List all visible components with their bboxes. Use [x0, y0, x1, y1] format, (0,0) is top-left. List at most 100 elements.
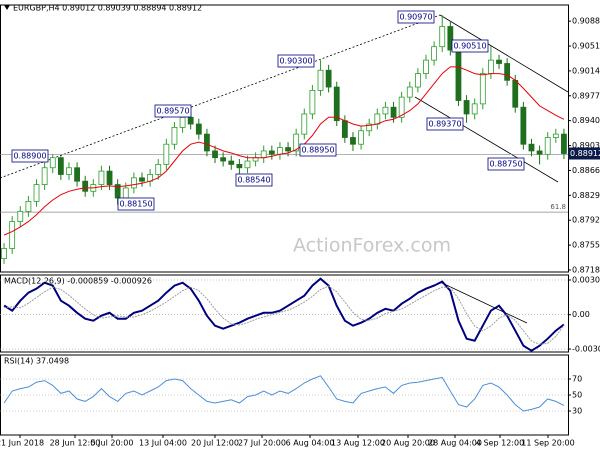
- candle-body: [301, 113, 308, 135]
- candle-body: [49, 157, 56, 169]
- series-line: [3, 277, 565, 352]
- x-tick-label: 6 Aug 04:00: [286, 439, 335, 448]
- candle-body: [130, 177, 137, 189]
- y-tick-label: 70: [572, 375, 582, 384]
- annotation-box: [487, 157, 525, 171]
- candle-body: [561, 133, 567, 154]
- candle-body: [139, 177, 145, 182]
- candle-body: [244, 160, 251, 169]
- candle-body: [382, 106, 389, 115]
- candle-body: [155, 163, 162, 175]
- level-label: 61.8: [550, 203, 566, 211]
- candle-body: [163, 143, 170, 165]
- candle-body: [236, 163, 243, 169]
- candle-body: [447, 26, 454, 51]
- annotation-label: 0.90510: [453, 42, 486, 51]
- candle-body: [228, 160, 235, 165]
- y-tick-label: 0.003034: [572, 275, 600, 284]
- candle-body: [212, 150, 218, 159]
- candle-body: [277, 147, 283, 155]
- candle-body: [66, 167, 72, 175]
- y-tick-label: 0.00: [572, 310, 590, 319]
- x-tick-label: 20 Jul 12:00: [191, 439, 239, 448]
- candle-body: [74, 167, 80, 182]
- y-tick-label: -0.003001: [572, 345, 600, 354]
- annotation-label: 0.88540: [237, 176, 270, 185]
- x-tick-label: 13 Aug 12:00: [331, 439, 385, 448]
- annotation-box: [235, 173, 273, 187]
- annotation-box: [426, 117, 464, 131]
- candle-body: [17, 211, 24, 222]
- annotation-box: [117, 197, 155, 211]
- candle-body: [309, 90, 316, 115]
- series-line: [3, 375, 565, 412]
- annotation-label: 0.89370: [428, 120, 461, 129]
- candle-body: [536, 150, 543, 155]
- candle-body: [325, 69, 332, 88]
- candle-body: [398, 96, 405, 118]
- candle-body: [496, 59, 502, 64]
- y-tick-label: 50: [572, 391, 582, 400]
- last-price-box: [568, 147, 600, 160]
- candle-body: [122, 187, 129, 199]
- candle-body: [471, 103, 478, 115]
- panel-title: RSI(14) 37.0498: [4, 357, 69, 366]
- moving-average: [3, 66, 565, 236]
- candle-body: [512, 79, 519, 108]
- candle-body: [57, 157, 64, 175]
- trend-line: [439, 14, 569, 93]
- y-tick-label: 0.90510: [572, 42, 600, 51]
- annotation-box: [299, 143, 337, 157]
- annotation-label: 0.88150: [119, 200, 152, 209]
- candle-body: [317, 69, 324, 91]
- candle-body: [455, 49, 462, 101]
- x-tick-label: 28 Jun 12:00: [50, 439, 101, 448]
- annotation-box: [277, 54, 315, 68]
- last-price-label: 0.88912: [570, 149, 600, 158]
- candle-body: [106, 170, 113, 185]
- candle-body: [520, 106, 527, 145]
- chart-title: EURGBP,H4 0.89012 0.89039 0.88894 0.8891…: [13, 4, 202, 13]
- candle-body: [41, 167, 48, 185]
- candle-body: [423, 59, 429, 74]
- watermark: ActionForex.com: [293, 235, 451, 257]
- candle-body: [463, 100, 470, 115]
- x-tick-label: 27 Jul 20:00: [238, 439, 286, 448]
- candle-body: [406, 86, 413, 98]
- candle-body: [431, 46, 438, 61]
- annotation-label: 0.88950: [301, 146, 334, 155]
- candle-body: [98, 170, 105, 185]
- candle-body: [293, 133, 300, 152]
- x-tick-label: 11 Sep 20:00: [521, 439, 574, 448]
- candle-body: [341, 120, 348, 138]
- candle-body: [528, 143, 535, 152]
- candle-body: [204, 133, 210, 152]
- y-tick-label: 30: [572, 407, 582, 416]
- candle-body: [439, 26, 446, 48]
- annotation-label: 0.89570: [156, 107, 189, 116]
- annotation-box: [154, 104, 192, 118]
- x-tick-label: 20 Aug 20:00: [381, 439, 435, 448]
- candle-body: [544, 137, 551, 155]
- candle-body: [350, 137, 356, 145]
- candle-body: [82, 180, 89, 192]
- annotation-label: 0.90300: [279, 57, 312, 66]
- candle-body: [260, 150, 267, 159]
- panel-frame: [0, 274, 569, 353]
- candle-body: [390, 106, 397, 118]
- candle-body: [9, 221, 16, 249]
- candle-body: [171, 127, 178, 145]
- x-tick-label: 28 Aug 04:00: [428, 439, 482, 448]
- symbol-icon: [4, 5, 10, 10]
- annotation-box: [451, 39, 489, 53]
- trend-line: [439, 281, 528, 324]
- series-line: [4, 285, 565, 345]
